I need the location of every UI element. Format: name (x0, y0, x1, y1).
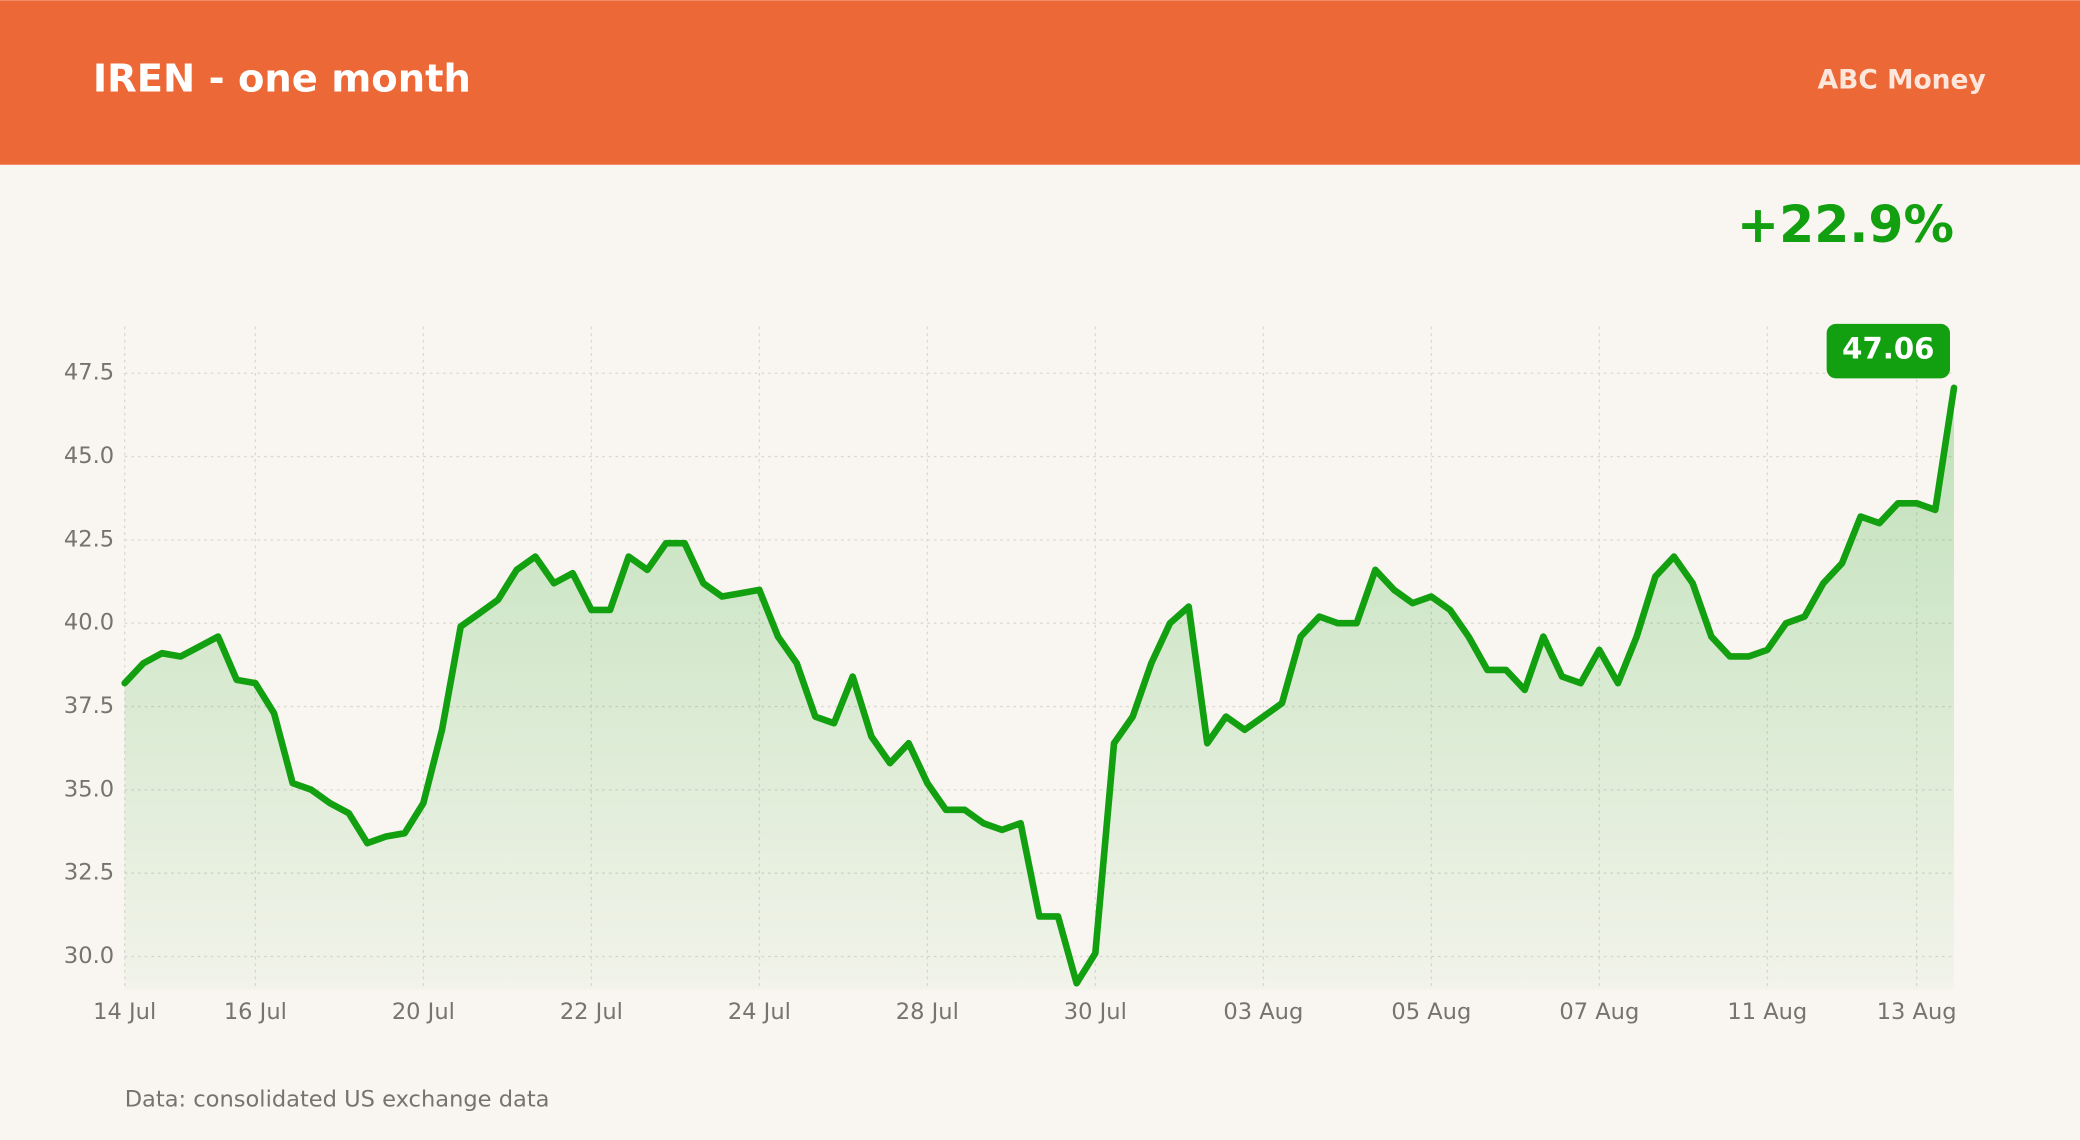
x-tick-label: 13 Aug (1877, 999, 1957, 1025)
x-tick-label: 05 Aug (1391, 999, 1471, 1025)
y-tick-label: 40.0 (64, 610, 114, 636)
area (124, 387, 1954, 990)
x-tick-label: 20 Jul (392, 999, 455, 1025)
y-tick-label: 42.5 (64, 526, 114, 552)
x-tick-label: 28 Jul (896, 999, 959, 1025)
x-tick-label: 07 Aug (1559, 999, 1639, 1025)
last-value-label: 47.06 (1842, 331, 1934, 365)
chart-title: IREN - one month (93, 57, 471, 102)
x-tick-label: 14 Jul (93, 999, 156, 1025)
x-tick-label: 30 Jul (1064, 999, 1127, 1025)
y-tick-label: 35.0 (64, 776, 114, 802)
x-tick-label: 24 Jul (728, 999, 791, 1025)
brand: ABC Money (1818, 65, 1986, 96)
y-tick-label: 47.5 (64, 360, 114, 386)
y-tick-label: 30.0 (64, 943, 114, 969)
header-bar (0, 0, 2080, 165)
plot-area: 30.0 32.5 35.0 37.5 40.0 42.5 45.0 47.5 14 Jul 16… (64, 323, 1958, 1025)
y-tick-label: 37.5 (64, 693, 114, 719)
x-tick-label: 16 Jul (224, 999, 287, 1025)
change-label: +22.9% (1737, 195, 1954, 254)
x-tick-label: 03 Aug (1223, 999, 1303, 1025)
source-note: Data: consolidated US exchange data (125, 1086, 550, 1112)
y-tick-label: 32.5 (64, 860, 114, 886)
x-tick-label: 22 Jul (560, 999, 623, 1025)
last-value-badge (1826, 323, 1950, 379)
x-tick-label: 11 Aug (1727, 999, 1807, 1025)
price-line (121, 384, 1958, 987)
y-tick-label: 45.0 (64, 443, 114, 469)
